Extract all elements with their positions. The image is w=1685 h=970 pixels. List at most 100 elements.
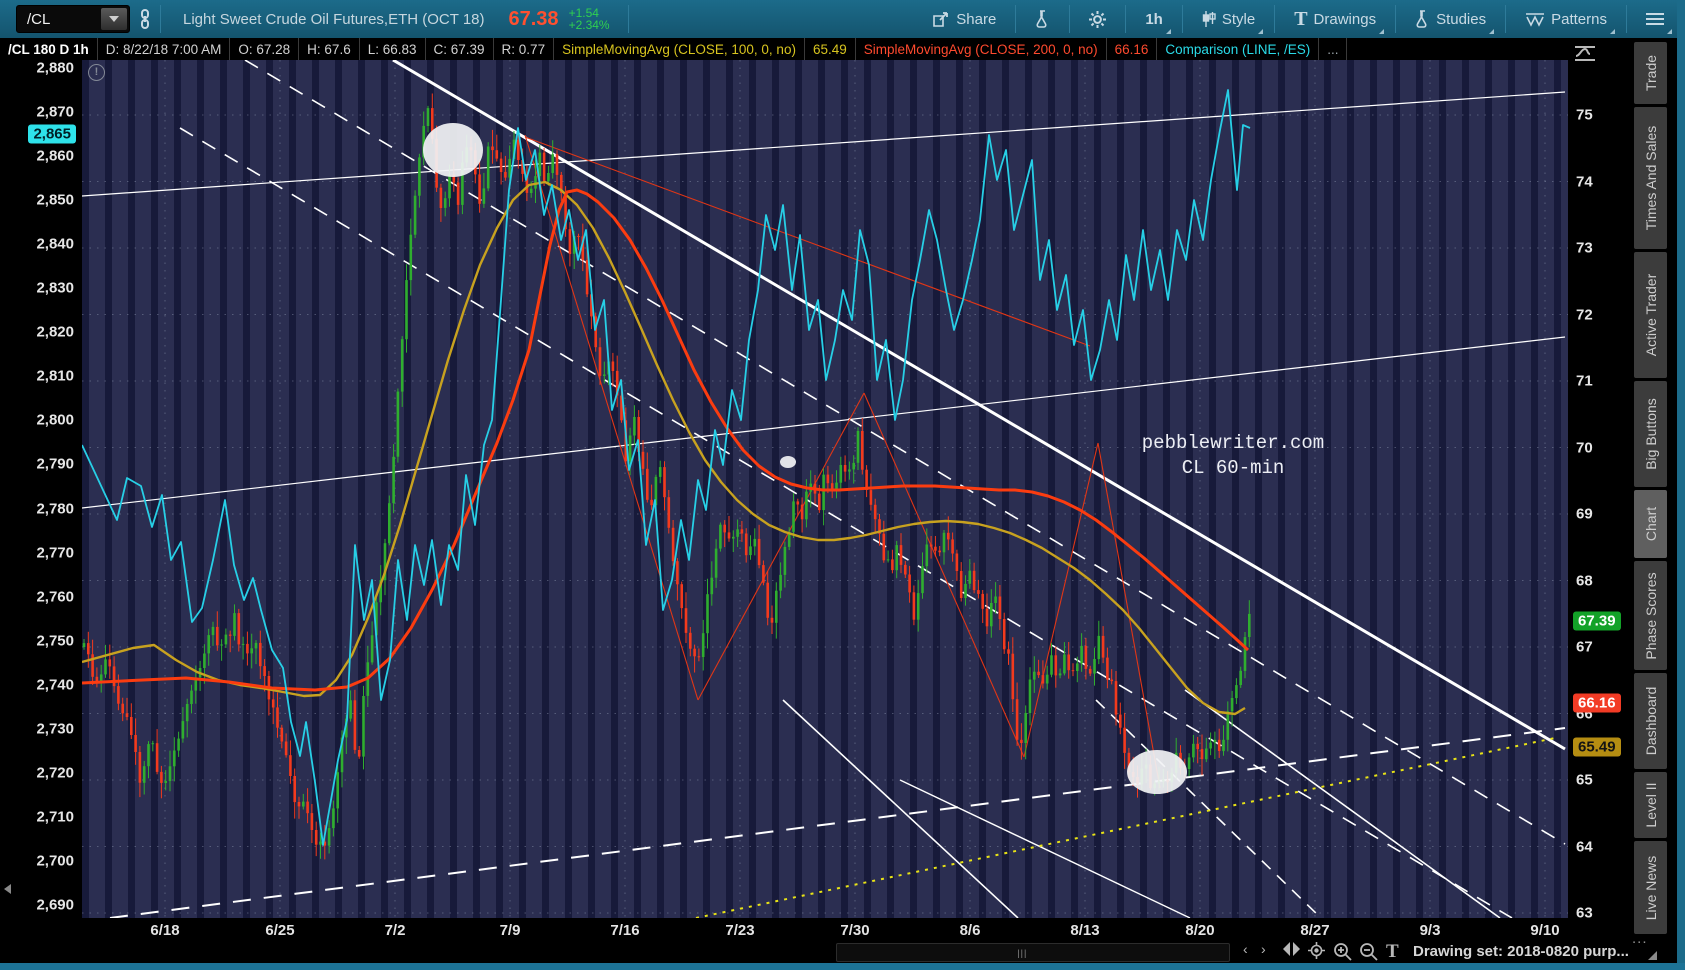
right-axis-tick: 63 xyxy=(1576,904,1593,922)
time-axis-label: 9/10 xyxy=(1530,922,1560,939)
steep-channel-line-1 xyxy=(782,699,1019,918)
sidebar-tab-label: Trade xyxy=(1642,54,1659,92)
sidebar-tab-active-trader[interactable]: Active Trader xyxy=(1634,252,1667,378)
steep-channel-line-3 xyxy=(1184,689,1501,918)
zoom-out-icon[interactable] xyxy=(1359,942,1378,966)
sidebar-tab-live-news[interactable]: Live News xyxy=(1634,841,1667,934)
header-cell-8[interactable]: 65.49 xyxy=(805,38,856,60)
left-axis-tick: 2,770 xyxy=(36,544,74,562)
sidebar-tab-chart[interactable]: Chart xyxy=(1634,490,1667,558)
header-cell-12[interactable]: ... xyxy=(1319,38,1348,60)
header-cell-9[interactable]: SimpleMovingAvg (CLOSE, 200, 0, no) xyxy=(856,38,1107,60)
chart-bottom-bar: ||| ‹ › T Drawing set: 2018-0820 purp... xyxy=(0,941,1685,963)
symbol-input[interactable]: /CL xyxy=(16,5,130,33)
symbol-value[interactable]: /CL xyxy=(27,10,51,28)
left-axis-tick: 2,870 xyxy=(36,103,74,121)
price-chart-canvas[interactable] xyxy=(82,60,1568,918)
left-axis-tick: 2,730 xyxy=(36,720,74,738)
window-edge-right xyxy=(1677,0,1685,970)
left-axis-tick: 2,810 xyxy=(36,367,74,385)
change-percent: +2.34% xyxy=(568,18,610,32)
crosshair-target-icon[interactable] xyxy=(1308,942,1325,964)
header-cell-7[interactable]: SimpleMovingAvg (CLOSE, 100, 0, no) xyxy=(554,38,805,60)
share-icon xyxy=(933,11,950,27)
sidebar-tab-dashboard[interactable]: Dashboard xyxy=(1634,673,1667,769)
scale-mode-icon[interactable] xyxy=(1573,44,1597,67)
left-axis-tick: 2,860 xyxy=(36,147,74,165)
red-zigzag-3 xyxy=(1023,442,1099,758)
sidebar-tab-level-ii[interactable]: Level II xyxy=(1634,772,1667,838)
style-button[interactable]: Style xyxy=(1191,0,1266,38)
chart-plot-area[interactable] xyxy=(82,60,1568,918)
es-comparison-line xyxy=(82,89,1251,846)
time-axis-label: 7/2 xyxy=(384,922,406,939)
studies-button[interactable]: Studies xyxy=(1404,0,1497,38)
time-axis-label: 7/16 xyxy=(610,922,640,939)
sidebar-tab-big-buttons[interactable]: Big Buttons xyxy=(1634,381,1667,487)
symbol-dropdown-button[interactable] xyxy=(101,8,127,30)
yellow-dotted-trendline xyxy=(695,737,1556,918)
right-axis-tick: 65 xyxy=(1576,771,1593,789)
sidebar-tab-phase-scores[interactable]: Phase Scores xyxy=(1634,561,1667,670)
drawings-t-icon: T xyxy=(1294,7,1308,30)
header-cell-0[interactable]: /CL 180 D 1h xyxy=(0,38,98,60)
scrollbar-grip[interactable]: ||| xyxy=(1017,948,1028,958)
timeframe-button[interactable]: 1h xyxy=(1134,0,1174,38)
header-cell-11[interactable]: Comparison (LINE, /ES) xyxy=(1157,38,1320,60)
share-button[interactable]: Share xyxy=(922,0,1007,38)
highlight-ellipse-top xyxy=(423,123,483,177)
time-axis-label: 7/9 xyxy=(499,922,521,939)
window-edge-bottom xyxy=(0,963,1685,970)
upper-resistance-line xyxy=(82,91,1566,197)
price-change: +1.54 +2.34% xyxy=(569,7,610,31)
red-zigzag-1 xyxy=(697,392,865,701)
right-axis-tick: 69 xyxy=(1576,505,1593,523)
expand-horizontal-icon[interactable] xyxy=(1282,942,1301,961)
time-axis-label: 8/27 xyxy=(1300,922,1330,939)
left-axis-tick: 2,880 xyxy=(36,59,74,77)
text-tool-icon[interactable]: T xyxy=(1386,941,1399,962)
scroll-left-edge-arrow[interactable] xyxy=(4,884,11,894)
resize-grip-icon[interactable] xyxy=(1648,951,1657,960)
left-axis-tick: 2,850 xyxy=(36,191,74,209)
sidebar-tab-times-and-sales[interactable]: Times And Sales xyxy=(1634,107,1667,249)
header-cell-2[interactable]: O: 67.28 xyxy=(230,38,300,60)
chart-menu-button[interactable] xyxy=(1635,0,1675,38)
sidebar-tab-label: Phase Scores xyxy=(1642,571,1659,660)
sidebar-tab-label: Active Trader xyxy=(1642,273,1659,357)
patterns-button[interactable]: Patterns xyxy=(1514,0,1618,38)
link-icon[interactable] xyxy=(138,9,152,29)
header-cell-6[interactable]: R: 0.77 xyxy=(494,38,555,60)
time-axis-label: 7/30 xyxy=(840,922,870,939)
left-axis-tick: 2,840 xyxy=(36,235,74,253)
gadget-sidebar: Trade Times And Sales Active Trader Big But… xyxy=(1634,42,1667,937)
right-axis-tick: 73 xyxy=(1576,239,1593,257)
zoom-in-icon[interactable] xyxy=(1333,942,1352,966)
scroll-right-arrow[interactable]: › xyxy=(1261,941,1266,957)
time-axis[interactable]: 6/18 6/25 7/2 7/9 7/16 7/23 7/30 8/6 8/13 8/20 8/2… xyxy=(0,918,1630,942)
sidebar-tab-trade[interactable]: Trade xyxy=(1634,42,1667,104)
header-cell-1[interactable]: D: 8/22/18 7:00 AM xyxy=(98,38,231,60)
chart-annotation: pebblewriter.com CL 60-min xyxy=(1128,431,1338,481)
time-scrollbar[interactable]: ||| xyxy=(836,943,1230,962)
header-cell-4[interactable]: L: 66.83 xyxy=(360,38,426,60)
gear-icon xyxy=(1089,10,1107,28)
header-cell-10[interactable]: 66.16 xyxy=(1107,38,1158,60)
scroll-left-arrow[interactable]: ‹ xyxy=(1243,941,1248,957)
drawings-button[interactable]: T Drawings xyxy=(1283,0,1387,38)
header-cell-3[interactable]: H: 67.6 xyxy=(299,38,360,60)
header-cell-5[interactable]: C: 67.39 xyxy=(426,38,494,60)
chart-header-row: /CL 180 D 1h D: 8/22/18 7:00 AM O: 67.28 H:… xyxy=(0,38,1630,60)
time-axis-label: 7/23 xyxy=(725,922,755,939)
settings-gear-button[interactable] xyxy=(1078,0,1117,38)
sidebar-overflow-dots[interactable]: ... xyxy=(1632,930,1648,947)
alert-circle-icon[interactable]: ! xyxy=(88,64,105,81)
drawing-set-status[interactable]: Drawing set: 2018-0820 purp... xyxy=(1413,943,1629,960)
annotation-line2: CL 60-min xyxy=(1181,457,1285,479)
candlestick-style-icon xyxy=(1202,10,1216,28)
sidebar-tab-label: Big Buttons xyxy=(1642,398,1659,470)
sma200-line xyxy=(82,188,1250,692)
analyze-flask-button[interactable] xyxy=(1024,0,1061,38)
dashed-steep-line xyxy=(1095,699,1322,918)
